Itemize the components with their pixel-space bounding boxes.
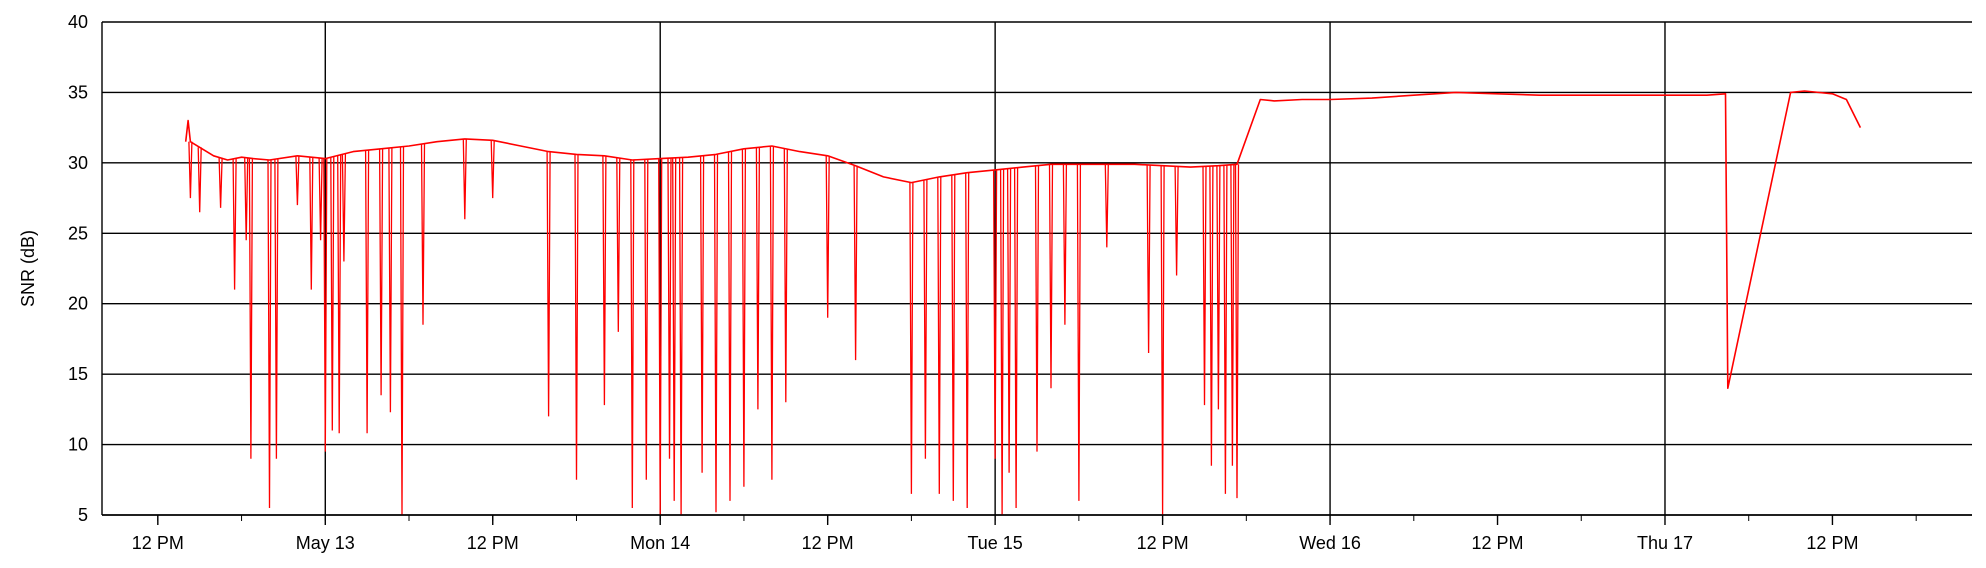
dropout-spike xyxy=(248,158,254,459)
dropout-spike xyxy=(309,157,314,290)
y-tick-label: 20 xyxy=(68,294,88,314)
dropout-spike xyxy=(462,138,467,220)
x-tick-label: Mon 14 xyxy=(630,533,690,553)
dropout-spike xyxy=(999,169,1005,516)
y-tick-label: 25 xyxy=(68,223,88,243)
dropout-spike xyxy=(727,151,733,501)
dropout-spike xyxy=(1230,164,1235,466)
dropout-spike xyxy=(218,157,223,208)
dropout-spike xyxy=(232,158,237,290)
x-tick-label: Wed 16 xyxy=(1299,533,1361,553)
x-tick-label: 12 PM xyxy=(132,533,184,553)
dropout-spike xyxy=(1104,164,1109,248)
dropout-spike xyxy=(378,148,384,396)
dropout-spike xyxy=(1062,164,1068,325)
y-axis-title: SNR (dB) xyxy=(18,230,38,307)
dropout-spike xyxy=(741,148,747,487)
dropout-spike xyxy=(267,159,272,509)
dropout-spike xyxy=(644,159,649,480)
dropout-spike xyxy=(1160,165,1165,516)
dropout-spike xyxy=(420,143,426,325)
dropout-spike xyxy=(388,147,393,413)
dropout-spike xyxy=(1146,164,1151,354)
dropout-spike xyxy=(1076,164,1082,501)
x-tick-label: 12 PM xyxy=(802,533,854,553)
dropout-spike xyxy=(923,179,928,459)
dropout-spike xyxy=(755,147,761,410)
dropout-spike xyxy=(1048,164,1054,389)
dropout-spike xyxy=(853,165,858,361)
y-axis-ticks: 5 10 15 20 25 30 35 40 xyxy=(68,12,88,525)
y-tick-label: 30 xyxy=(68,153,88,173)
dropout-spike xyxy=(951,174,956,501)
y-tick-label: 10 xyxy=(68,435,88,455)
dropout-spike xyxy=(1006,168,1012,473)
dropout-spike xyxy=(330,156,335,431)
dropout-spike xyxy=(783,148,788,403)
dropout-spike xyxy=(1223,165,1228,494)
dropout-spike xyxy=(992,169,998,459)
dropout-spike xyxy=(399,146,405,516)
dropout-spike xyxy=(244,157,249,241)
x-tick-label: 12 PM xyxy=(1806,533,1858,553)
dropout-spike xyxy=(1202,166,1207,406)
x-tick-label: Tue 15 xyxy=(967,533,1022,553)
dropout-spike xyxy=(965,172,970,509)
dropout-spike xyxy=(1234,164,1240,499)
x-tick-label: Thu 17 xyxy=(1637,533,1693,553)
dropout-spikes xyxy=(188,138,1240,516)
x-tick-label: May 13 xyxy=(296,533,355,553)
dropout-spike xyxy=(616,157,621,332)
dropout-spike xyxy=(274,158,279,459)
dropout-spike xyxy=(630,159,635,509)
x-axis-ticks: 12 PM May 13 12 PM Mon 14 12 PM Tue 15 12 PM We… xyxy=(132,515,1917,553)
y-tick-label: 40 xyxy=(68,12,88,32)
dropout-spike xyxy=(337,155,342,434)
dropout-spike xyxy=(937,176,942,494)
dropout-spike xyxy=(678,157,684,516)
dropout-spike xyxy=(1174,166,1179,276)
dropout-spike xyxy=(323,158,328,452)
dropout-spike xyxy=(699,155,705,473)
x-tick-label: 12 PM xyxy=(1137,533,1189,553)
x-tick-label: 12 PM xyxy=(1472,533,1524,553)
dropout-spike xyxy=(713,154,719,513)
dropout-spike xyxy=(197,147,202,213)
dropout-spike xyxy=(672,157,677,501)
dropout-spike xyxy=(364,150,370,434)
y-tick-label: 5 xyxy=(78,505,88,525)
dropout-spike xyxy=(602,155,607,406)
dropout-spike xyxy=(188,141,193,199)
dropout-spike xyxy=(490,140,495,199)
dropout-spike xyxy=(341,153,347,262)
dropout-spike xyxy=(769,145,775,480)
dropout-spike xyxy=(1034,165,1040,452)
dropout-spike xyxy=(1209,165,1214,466)
snr-series-line xyxy=(184,90,1862,389)
dropout-spike xyxy=(825,155,830,318)
dropout-spike xyxy=(667,158,672,459)
dropout-spike xyxy=(909,182,914,494)
dropout-spike xyxy=(295,155,300,206)
y-tick-label: 35 xyxy=(68,82,88,102)
axes xyxy=(101,22,1972,516)
y-tick-label: 15 xyxy=(68,364,88,384)
dropout-spike xyxy=(574,154,579,480)
dropout-spike xyxy=(1216,165,1221,410)
dropout-spike xyxy=(318,158,323,241)
dropout-spike xyxy=(1013,167,1019,509)
dropout-spike xyxy=(546,151,551,417)
x-tick-label: 12 PM xyxy=(467,533,519,553)
